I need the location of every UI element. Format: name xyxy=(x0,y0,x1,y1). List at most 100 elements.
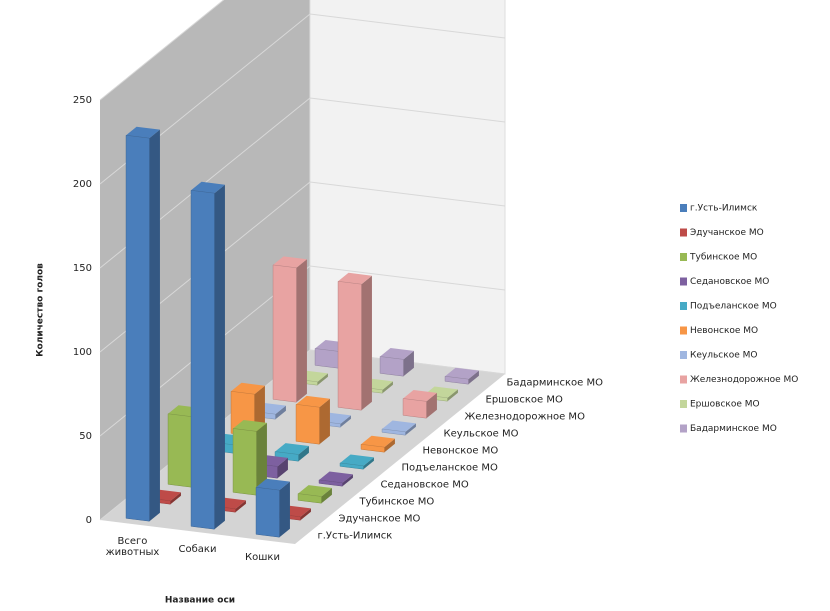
bar-side xyxy=(317,373,328,386)
bar xyxy=(190,190,215,530)
bar xyxy=(360,443,385,453)
y-tick-label: 250 xyxy=(73,95,92,106)
bar xyxy=(444,375,469,385)
bar-side xyxy=(277,457,288,479)
legend-label: Седановское МО xyxy=(690,277,769,287)
bar-side xyxy=(170,492,181,505)
bar-side xyxy=(275,405,286,420)
bar-side xyxy=(256,422,267,496)
legend-swatch xyxy=(680,204,687,212)
x-tick-label: Собаки xyxy=(178,544,217,555)
bar-side xyxy=(361,275,372,411)
bar-side xyxy=(426,392,437,419)
bar-side xyxy=(447,389,458,402)
legend-label: Бадарминское МО xyxy=(690,424,777,434)
bar xyxy=(337,281,362,411)
bar-top xyxy=(298,485,332,497)
bar xyxy=(339,462,364,470)
legend-label: Ершовское МО xyxy=(690,400,760,410)
depth-tick-label: Подъеланское МО xyxy=(402,463,498,474)
y-tick-label: 200 xyxy=(73,179,92,190)
bar-side xyxy=(214,184,225,530)
bar-side xyxy=(235,500,246,513)
bar-top xyxy=(445,367,479,380)
bar-top xyxy=(256,478,290,491)
grid-line xyxy=(309,97,506,123)
bar-top xyxy=(403,390,437,402)
bar xyxy=(232,428,257,496)
bar-top xyxy=(126,126,160,139)
legend-swatch xyxy=(680,351,687,359)
y-axis-title: Количество голов xyxy=(36,263,46,357)
bar-top xyxy=(233,419,267,432)
legend-label: г.Усть-Илимск xyxy=(690,204,758,214)
legend-swatch xyxy=(680,277,687,286)
bar-side xyxy=(319,398,330,445)
bar-top xyxy=(275,443,309,455)
bar-side xyxy=(321,487,332,504)
bar-side xyxy=(279,481,290,538)
depth-tick-label: Ершовское МО xyxy=(486,395,563,406)
bar-side xyxy=(403,350,414,377)
bar-side xyxy=(363,457,374,470)
bar-side xyxy=(340,415,351,428)
bar xyxy=(297,493,322,504)
bar-side xyxy=(468,370,479,385)
bar xyxy=(402,398,427,419)
bar-top xyxy=(380,348,414,360)
depth-tick-label: Железнодорожное МО xyxy=(465,412,586,423)
legend-swatch xyxy=(680,326,687,335)
y-tick-label: 0 xyxy=(86,515,92,526)
legend-label: Эдучанское МО xyxy=(690,228,764,238)
depth-tick-label: Кеульское МО xyxy=(444,429,519,440)
depth-tick-label: Эдучанское МО xyxy=(339,514,421,525)
legend-swatch xyxy=(680,400,687,408)
bar-top xyxy=(361,435,395,448)
grid-line xyxy=(99,0,225,101)
depth-tick-label: г.Усть-Илимск xyxy=(318,531,393,542)
bar-top xyxy=(231,382,265,395)
bar-side xyxy=(149,129,160,522)
legend-label: Подъеланское МО xyxy=(690,302,777,312)
depth-tick-label: Бадарминское МО xyxy=(507,378,604,389)
bar xyxy=(255,486,280,538)
bar-side xyxy=(296,259,307,403)
bar-side xyxy=(298,445,309,462)
bar-top xyxy=(191,181,225,194)
y-tick-label: 150 xyxy=(73,263,92,274)
bar xyxy=(318,479,343,487)
bar-top xyxy=(273,256,307,268)
bar-top xyxy=(338,272,372,285)
legend-swatch xyxy=(680,253,687,261)
legend-label: Невонское МО xyxy=(690,326,758,336)
depth-tick-label: Седановское МО xyxy=(381,480,469,491)
bar xyxy=(125,134,150,522)
bar xyxy=(314,348,339,369)
y-tick-label: 100 xyxy=(73,347,92,358)
bar xyxy=(295,404,320,445)
legend-label: Кеульское МО xyxy=(690,351,757,361)
bar xyxy=(381,428,406,436)
depth-tick-label: Тубинское МО xyxy=(359,497,435,508)
grid-line xyxy=(309,181,506,207)
y-tick-label: 50 xyxy=(79,431,92,442)
bar xyxy=(167,413,192,488)
legend-swatch xyxy=(680,375,687,384)
bar-top xyxy=(382,420,416,432)
legend-swatch xyxy=(680,228,687,237)
legend-label: Тубинское МО xyxy=(689,253,757,263)
legend-swatch xyxy=(680,424,687,433)
grid-line xyxy=(309,265,506,291)
grid-line xyxy=(309,13,506,39)
bar-side xyxy=(342,474,353,487)
bar xyxy=(272,264,297,403)
legend-swatch xyxy=(680,302,687,310)
legend-label: Железнодорожное МО xyxy=(690,375,798,385)
x-axis-title: Название оси xyxy=(165,596,235,606)
bar-side xyxy=(384,438,395,453)
depth-tick-label: Невонское МО xyxy=(423,446,499,457)
bar-side xyxy=(405,423,416,436)
bar-top xyxy=(340,454,374,466)
